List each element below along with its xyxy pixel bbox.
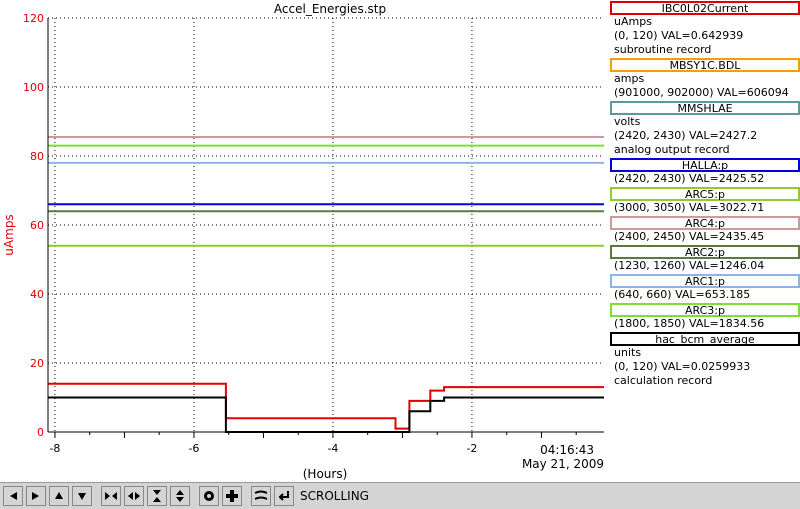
legend-entry-title[interactable]: ARC5:p [610, 187, 800, 201]
x-tick-label: -2 [466, 442, 477, 455]
autoscale-icon [254, 490, 268, 500]
legend-entry[interactable]: HALLA:p (2420, 2430) VAL=2425.52 [610, 158, 800, 186]
legend-entry-title[interactable]: MBSY1C.BDL [610, 58, 800, 72]
legend: IBC0L02Current uAmps (0, 120) VAL=0.642939… [610, 0, 800, 480]
x-tick-label: -6 [188, 442, 199, 455]
legend-entry[interactable]: ARC5:p (3000, 3050) VAL=3022.71 [610, 187, 800, 215]
legend-entry-title[interactable]: HALLA:p [610, 158, 800, 172]
pan-left-icon [10, 492, 17, 500]
legend-entry-detail: (0, 120) VAL=0.642939 [614, 29, 744, 42]
legend-entry[interactable]: ARC2:p (1230, 1260) VAL=1246.04 [610, 245, 800, 273]
y-tick-label: 40 [30, 288, 44, 301]
series-line-hac_bcm_average [48, 396, 604, 433]
plot-area[interactable]: Accel_Energies.stp uAmps (Hours) 04:16:4… [0, 0, 605, 480]
add-button[interactable] [222, 486, 242, 506]
y-tick-label: 100 [23, 81, 44, 94]
legend-entry-title[interactable]: MMSHLAE [610, 101, 800, 115]
zoom-in-x-icon [105, 492, 117, 500]
y-tick-label: 120 [23, 12, 44, 25]
legend-entry-detail: analog output record [614, 143, 730, 156]
legend-entry[interactable]: ARC1:p (640, 660) VAL=653.185 [610, 274, 800, 302]
zoom-out-y-button[interactable] [170, 486, 190, 506]
pan-right-icon [32, 492, 39, 500]
pan-right-button[interactable] [26, 486, 46, 506]
legend-entry[interactable]: MMSHLAE volts (2420, 2430) VAL=2427.2 analo… [610, 101, 800, 157]
legend-entry[interactable]: MBSY1C.BDL amps (901000, 902000) VAL=60609… [610, 58, 800, 100]
zoom-out-x-button[interactable] [124, 486, 144, 506]
legend-entry-detail: (3000, 3050) VAL=3022.71 [614, 201, 765, 214]
legend-entry[interactable]: ARC3:p (1800, 1850) VAL=1834.56 [610, 303, 800, 331]
pan-down-icon [78, 493, 86, 500]
legend-entry-detail: uAmps [614, 15, 652, 28]
legend-entry-detail: units [614, 346, 642, 359]
legend-entry[interactable]: hac_bcm_average units (0, 120) VAL=0.02599… [610, 332, 800, 388]
legend-entry-title[interactable]: hac_bcm_average [610, 332, 800, 346]
toolbar: SCROLLING [0, 482, 800, 509]
add-icon [226, 490, 238, 502]
y-tick-label: 0 [37, 426, 44, 439]
zoom-out-x-icon [128, 492, 140, 500]
stop-button[interactable] [199, 486, 219, 506]
autoscale-button[interactable] [251, 486, 271, 506]
enter-icon [278, 491, 289, 501]
legend-entry-detail: (2420, 2430) VAL=2427.2 [614, 129, 758, 142]
legend-entry-title[interactable]: ARC2:p [610, 245, 800, 259]
y-tick-label: 80 [30, 150, 44, 163]
legend-entry-detail: volts [614, 115, 641, 128]
legend-entry-detail: (2420, 2430) VAL=2425.52 [614, 172, 765, 185]
chart[interactable]: Accel_Energies.stp uAmps (Hours) 04:16:4… [0, 0, 605, 480]
legend-entry[interactable]: IBC0L02Current uAmps (0, 120) VAL=0.642939… [610, 1, 800, 57]
legend-entry-title[interactable]: ARC3:p [610, 303, 800, 317]
legend-entry-detail: (2400, 2450) VAL=2435.45 [614, 230, 765, 243]
zoom-in-x-button[interactable] [101, 486, 121, 506]
legend-entry[interactable]: ARC4:p (2400, 2450) VAL=2435.45 [610, 216, 800, 244]
zoom-out-y-icon [176, 490, 184, 502]
y-tick-label: 60 [30, 219, 44, 232]
enter-button[interactable] [274, 486, 294, 506]
legend-entry-detail: (1800, 1850) VAL=1834.56 [614, 317, 765, 330]
legend-entry-detail: subroutine record [614, 43, 712, 56]
pan-down-button[interactable] [72, 486, 92, 506]
y-tick-label: 20 [30, 357, 44, 370]
scroll-mode-label: SCROLLING [300, 489, 369, 503]
chart-title: Accel_Energies.stp [274, 2, 386, 16]
zoom-in-y-button[interactable] [147, 486, 167, 506]
legend-entry-detail: (0, 120) VAL=0.0259933 [614, 360, 751, 373]
pan-up-button[interactable] [49, 486, 69, 506]
series-line-IBC0L02Current [48, 382, 604, 430]
legend-entry-detail: (640, 660) VAL=653.185 [614, 288, 751, 301]
time-label: 04:16:43 [540, 443, 594, 457]
y-axis-label: uAmps [2, 214, 16, 255]
date-label: May 21, 2009 [522, 457, 604, 471]
x-tick-label: -8 [49, 442, 60, 455]
legend-entry-title[interactable]: ARC1:p [610, 274, 800, 288]
x-tick-label: -4 [327, 442, 338, 455]
legend-entry-detail: (1230, 1260) VAL=1246.04 [614, 259, 765, 272]
pan-left-button[interactable] [3, 486, 23, 506]
legend-entry-detail: amps [614, 72, 645, 85]
legend-entry-detail: calculation record [614, 374, 713, 387]
legend-entry-detail: (901000, 902000) VAL=606094 [614, 86, 789, 99]
pan-up-icon [55, 492, 63, 499]
stop-icon [204, 491, 214, 501]
legend-entry-title[interactable]: IBC0L02Current [610, 1, 800, 15]
zoom-in-y-icon [153, 490, 161, 502]
legend-entry-title[interactable]: ARC4:p [610, 216, 800, 230]
x-axis-label: (Hours) [303, 467, 348, 480]
